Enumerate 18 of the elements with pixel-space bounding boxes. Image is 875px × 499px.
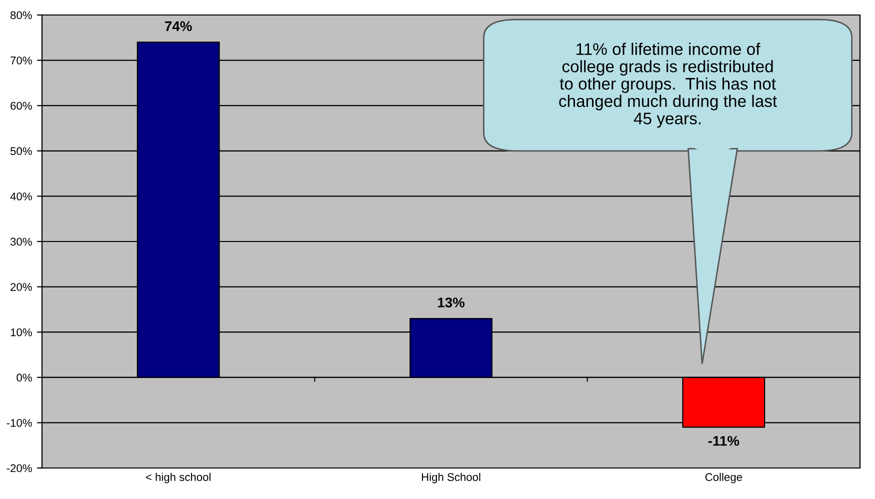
data-label: 13% <box>438 298 465 308</box>
x-tick-label: College <box>705 472 742 484</box>
y-tick-label: -10% <box>6 418 32 427</box>
y-tick-label: 10% <box>10 328 32 336</box>
y-tick-label: 20% <box>10 283 32 291</box>
y-tick-label: 50% <box>10 147 32 156</box>
y-tick-label: 70% <box>10 56 32 64</box>
y-tick-label: 60% <box>10 102 32 110</box>
data-label: -11% <box>708 436 740 446</box>
y-tick-label: 40% <box>10 192 32 200</box>
y-tick-label: 80% <box>10 11 32 20</box>
y-tick-label: -20% <box>6 464 32 472</box>
y-tick-label: 30% <box>10 238 32 246</box>
y-tick-label: 0% <box>16 374 32 382</box>
annotation: 11% of lifetime income of college grads is redistributed to other groups. This has not changed much during the last 45 years. <box>559 42 777 128</box>
x-tick-label: High School <box>422 472 480 484</box>
x-tick-label: < high school <box>146 472 210 484</box>
data-label: 74% <box>165 21 192 32</box>
